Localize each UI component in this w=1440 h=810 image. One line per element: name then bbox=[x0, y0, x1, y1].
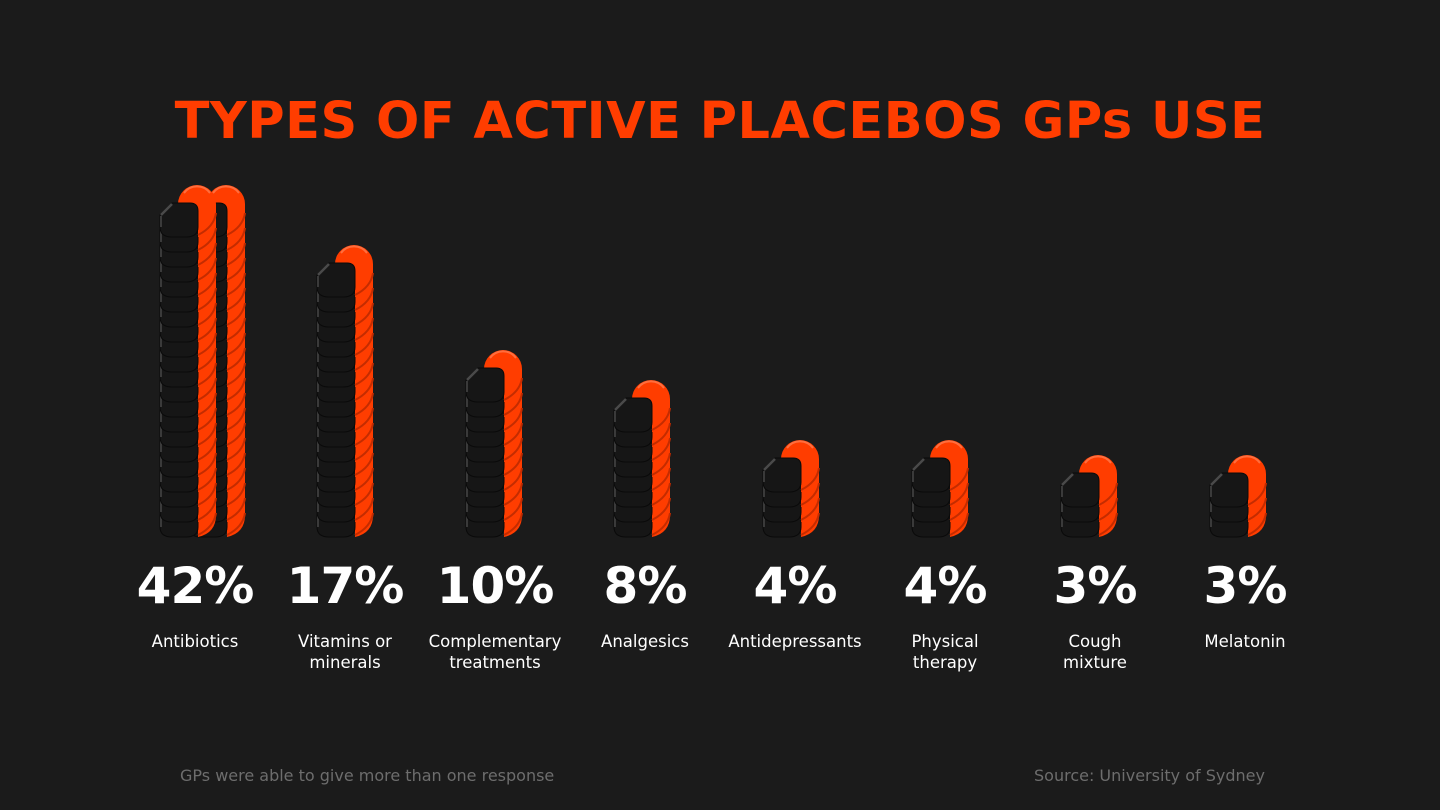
category-label: Physical therapy bbox=[860, 631, 1030, 673]
percentage-value: 3% bbox=[1053, 557, 1138, 615]
pill-stack bbox=[1060, 455, 1118, 538]
percentage-value: 8% bbox=[603, 557, 688, 615]
category-block: 3% Cough mixture bbox=[1010, 561, 1180, 673]
category-block: 17% Vitamins or minerals bbox=[260, 561, 430, 673]
percentage-value: 4% bbox=[753, 557, 838, 615]
category-label-line2: minerals bbox=[309, 653, 381, 672]
percentage-value: 4% bbox=[903, 557, 988, 615]
category-label-line2: treatments bbox=[449, 653, 541, 672]
source-credit: Source: University of Sydney bbox=[1034, 766, 1265, 785]
category-label-line1: Cough bbox=[1068, 632, 1122, 651]
category-block: 10% Complementary treatments bbox=[410, 561, 580, 673]
category-label-line2: therapy bbox=[912, 653, 978, 672]
category-label-line1: Complementary bbox=[428, 632, 562, 651]
percentage-value: 3% bbox=[1203, 557, 1288, 615]
category-label: Complementary treatments bbox=[410, 631, 580, 673]
pill-stack bbox=[762, 440, 820, 538]
category-label-line1: Melatonin bbox=[1204, 632, 1286, 651]
category-label-line1: Vitamins or bbox=[298, 632, 392, 651]
category-label-line1: Physical bbox=[911, 632, 979, 651]
pill-stack bbox=[911, 440, 969, 538]
category-block: 4% Physical therapy bbox=[860, 561, 1030, 673]
category-label: Cough mixture bbox=[1010, 631, 1180, 673]
category-label: Melatonin bbox=[1160, 631, 1330, 652]
pill-stack bbox=[316, 245, 374, 538]
category-label-line1: Antidepressants bbox=[728, 632, 862, 651]
category-label-line2: mixture bbox=[1063, 653, 1127, 672]
category-block: 3% Melatonin bbox=[1160, 561, 1330, 652]
footnote: GPs were able to give more than one resp… bbox=[180, 766, 555, 785]
pill-stack bbox=[465, 350, 523, 538]
category-label: Analgesics bbox=[560, 631, 730, 652]
pill-stack bbox=[159, 185, 246, 538]
pill-stack bbox=[613, 380, 671, 538]
percentage-value: 17% bbox=[286, 557, 405, 615]
category-label-line1: Antibiotics bbox=[151, 632, 239, 651]
category-block: 4% Antidepressants bbox=[710, 561, 880, 652]
category-label-line1: Analgesics bbox=[601, 632, 689, 651]
category-block: 42% Antibiotics bbox=[110, 561, 280, 652]
percentage-value: 42% bbox=[136, 557, 255, 615]
category-label: Antidepressants bbox=[710, 631, 880, 652]
category-label: Antibiotics bbox=[110, 631, 280, 652]
category-block: 8% Analgesics bbox=[560, 561, 730, 652]
pill-stack bbox=[1209, 455, 1267, 538]
percentage-value: 10% bbox=[436, 557, 555, 615]
category-label: Vitamins or minerals bbox=[260, 631, 430, 673]
chart-title: TYPES OF ACTIVE PLACEBOS GPs USE bbox=[174, 92, 1266, 151]
